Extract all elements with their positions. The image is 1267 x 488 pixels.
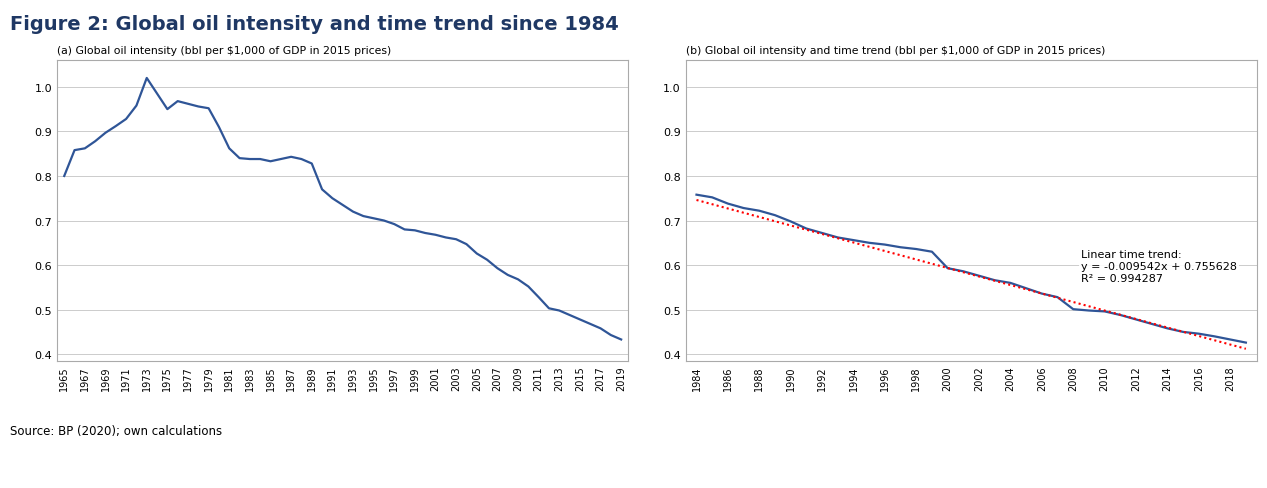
Text: Source: BP (2020); own calculations: Source: BP (2020); own calculations [10, 425, 222, 438]
Text: Figure 2: Global oil intensity and time trend since 1984: Figure 2: Global oil intensity and time … [10, 15, 618, 34]
Text: (b) Global oil intensity and time trend (bbl per $1,000 of GDP in 2015 prices): (b) Global oil intensity and time trend … [685, 46, 1105, 56]
Text: (a) Global oil intensity (bbl per $1,000 of GDP in 2015 prices): (a) Global oil intensity (bbl per $1,000… [57, 46, 392, 56]
Text: Linear time trend:
y = -0.009542x + 0.755628
R² = 0.994287: Linear time trend: y = -0.009542x + 0.75… [1081, 250, 1237, 283]
